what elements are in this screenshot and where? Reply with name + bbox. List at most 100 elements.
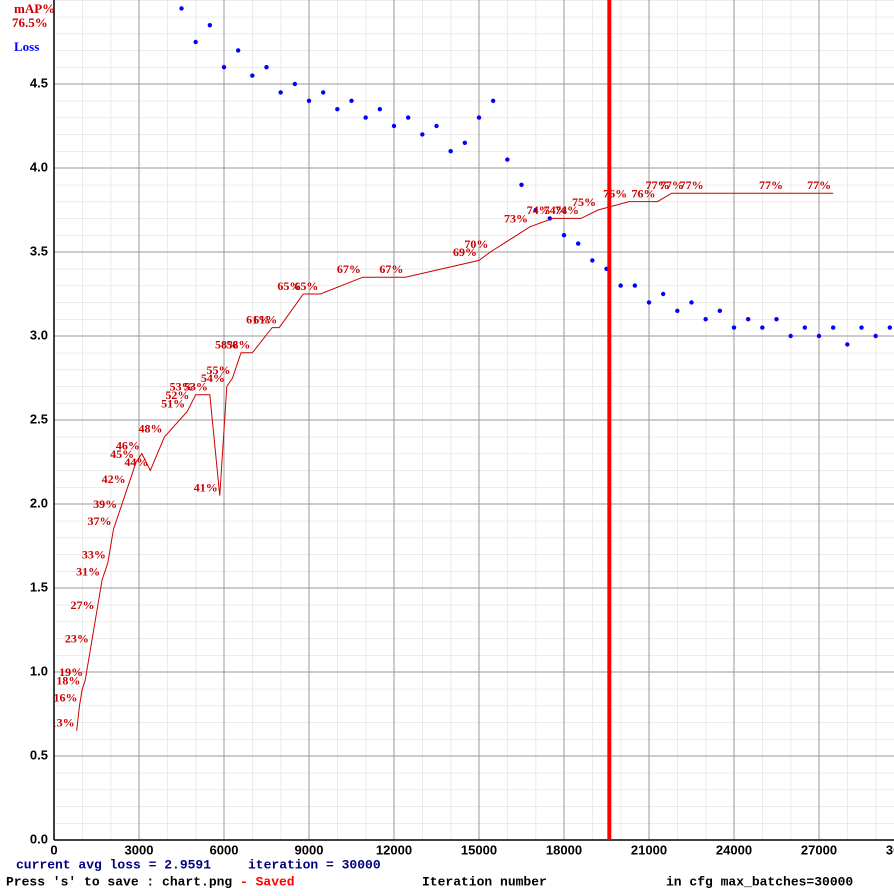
loss-point xyxy=(731,325,737,330)
map-label: 31% xyxy=(76,564,100,578)
map-label: 41% xyxy=(194,480,218,494)
loss-point xyxy=(788,333,793,339)
loss-point xyxy=(264,65,269,70)
map-label: 74% xyxy=(555,203,579,217)
map-label: 23% xyxy=(65,632,89,646)
map-label: 70% xyxy=(464,237,488,251)
loss-point xyxy=(490,98,496,104)
loss-point xyxy=(519,182,524,187)
loss-point xyxy=(462,140,468,145)
map-label: 65% xyxy=(277,279,301,293)
y-tick-label: 3.0 xyxy=(30,327,48,342)
map-label: 48% xyxy=(139,422,163,436)
loss-point xyxy=(377,107,383,112)
loss-point xyxy=(476,115,482,120)
map-label: 67% xyxy=(337,262,361,276)
loss-point xyxy=(590,258,595,263)
loss-point xyxy=(448,149,453,154)
x-axis-label: Iteration number xyxy=(422,874,547,889)
loss-point xyxy=(859,325,864,330)
map-label: 74% xyxy=(527,203,551,217)
loss-point xyxy=(533,207,538,213)
map-label: 53% xyxy=(170,380,194,394)
map-label: 13% xyxy=(51,716,75,730)
loss-point xyxy=(816,333,822,339)
loss-point xyxy=(618,283,623,288)
map-label: 58% xyxy=(226,338,250,352)
final-map: 76.5% xyxy=(12,15,48,30)
loss-point xyxy=(873,333,878,339)
y-tick-label: 4.0 xyxy=(30,159,48,174)
loss-point xyxy=(221,65,227,70)
y-tick-label: 1.0 xyxy=(30,663,48,678)
max-batches: in cfg max_batches=30000 xyxy=(666,874,853,889)
loss-point xyxy=(632,283,638,288)
loss-point xyxy=(320,90,326,95)
map-label: 37% xyxy=(88,514,112,528)
y-tick-label: 0.0 xyxy=(30,831,48,846)
x-tick-label: 27000 xyxy=(801,842,837,857)
y-tick-label: 2.0 xyxy=(30,495,48,510)
map-label: 76% xyxy=(632,186,656,200)
map-label: 77% xyxy=(680,178,704,192)
x-tick-label: 30000 xyxy=(886,842,894,857)
loss-point xyxy=(250,73,255,78)
loss-point xyxy=(207,23,213,28)
loss-point xyxy=(235,48,241,53)
loss-point xyxy=(363,115,368,120)
map-label: 16% xyxy=(54,690,78,704)
y-tick-label: 0.5 xyxy=(30,747,48,762)
loss-point xyxy=(306,98,312,104)
x-tick-label: 6000 xyxy=(210,842,239,857)
map-label: 77% xyxy=(660,178,684,192)
x-tick-label: 9000 xyxy=(295,842,324,857)
y-tick-label: 3.5 xyxy=(30,243,48,258)
y-tick-label: 2.5 xyxy=(30,411,48,426)
map-label: 67% xyxy=(379,262,403,276)
y-tick-label: 4.5 xyxy=(30,75,48,90)
map-label: 33% xyxy=(82,548,106,562)
loss-point xyxy=(561,233,567,238)
x-tick-label: 21000 xyxy=(631,842,667,857)
loss-point xyxy=(887,325,893,330)
map-label: 27% xyxy=(71,598,95,612)
x-tick-label: 15000 xyxy=(461,842,497,857)
status-iteration: iteration = 30000 xyxy=(248,857,381,872)
map-label: 42% xyxy=(102,472,126,486)
map-label: 69% xyxy=(453,245,477,259)
x-tick-label: 18000 xyxy=(546,842,582,857)
map-label: 77% xyxy=(646,178,670,192)
map-label: 18% xyxy=(56,674,80,688)
x-tick-label: 12000 xyxy=(376,842,412,857)
loss-point xyxy=(774,317,779,322)
loss-point xyxy=(830,325,836,330)
loss-point xyxy=(292,81,298,87)
loss-point xyxy=(845,342,850,347)
map-label: 73% xyxy=(504,212,528,226)
map-line xyxy=(76,192,834,731)
map-label: 65% xyxy=(294,279,318,293)
map-label: 61% xyxy=(253,312,277,326)
map-label: 44% xyxy=(124,455,148,469)
x-tick-label: 3000 xyxy=(125,842,154,857)
map-label: 45% xyxy=(110,447,134,461)
map-label: 77% xyxy=(807,178,831,192)
loss-point xyxy=(575,241,581,246)
save-hint: Press 's' to save : chart.png xyxy=(6,874,232,889)
map-label: 54% xyxy=(201,371,225,385)
saved: - Saved xyxy=(240,874,295,889)
loss-point xyxy=(745,317,751,322)
loss-point xyxy=(717,308,723,313)
loss-point xyxy=(278,90,283,95)
map-label: 53% xyxy=(184,380,208,394)
map-label: 46% xyxy=(116,438,140,452)
loss-point xyxy=(335,107,340,112)
status-loss: current avg loss = 2.9591 xyxy=(16,857,211,872)
loss-point xyxy=(802,325,808,330)
loss-point xyxy=(349,98,354,104)
map-label: 74% xyxy=(544,203,568,217)
loss-point xyxy=(703,317,708,322)
y-tick-label: 1.5 xyxy=(30,579,48,594)
loss-point xyxy=(434,123,439,129)
